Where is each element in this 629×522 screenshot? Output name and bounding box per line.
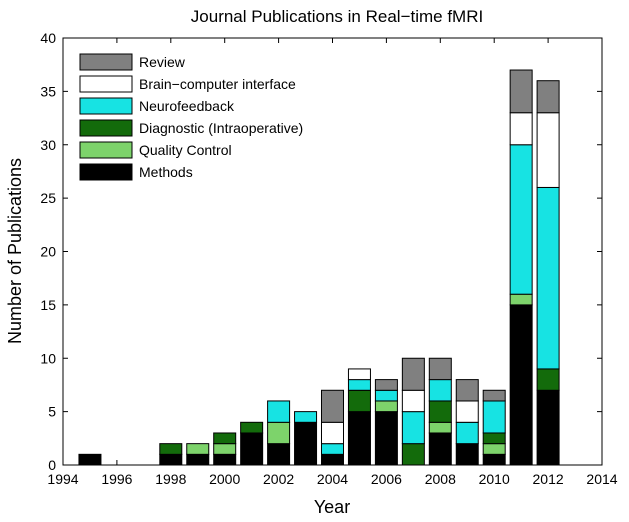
x-axis-label: Year xyxy=(314,497,350,517)
x-tick-label: 2000 xyxy=(209,471,240,487)
bar-segment xyxy=(536,389,560,466)
bar-segment xyxy=(401,357,425,391)
bar-segment xyxy=(428,400,452,423)
legend-swatch xyxy=(79,119,133,137)
bar-segment xyxy=(347,368,371,381)
bar-segment xyxy=(213,432,237,445)
bar-segment xyxy=(347,379,371,391)
bar-segment xyxy=(536,186,560,370)
bar-segment xyxy=(347,389,371,413)
x-tick-label: 1994 xyxy=(47,471,78,487)
bar-segment xyxy=(536,368,560,391)
legend-swatch xyxy=(79,97,133,115)
bar-segment xyxy=(455,421,479,445)
bar-segment xyxy=(536,112,560,188)
ticks-group: 1994 1996 1998 2000 2002 2004 2006 2008 2010 2012… xyxy=(40,30,617,487)
y-tick-label: 40 xyxy=(40,30,56,46)
legend-swatch xyxy=(79,53,133,71)
bar-segment xyxy=(482,389,506,402)
bar-segment xyxy=(401,443,425,466)
bar-segment xyxy=(509,69,533,114)
legend-label: Brain−computer interface xyxy=(139,76,296,92)
y-tick-label: 25 xyxy=(40,190,56,206)
bar-segment xyxy=(240,432,264,466)
bar-segment xyxy=(294,421,318,466)
y-tick-label: 10 xyxy=(40,350,56,366)
bar-segment xyxy=(213,443,237,455)
x-tick-label: 1998 xyxy=(155,471,186,487)
y-tick-label: 30 xyxy=(40,137,56,153)
bar-segment xyxy=(509,144,533,295)
bar-segment xyxy=(321,389,344,423)
y-tick-label: 35 xyxy=(40,83,56,99)
bar-segment xyxy=(240,421,264,434)
bar-segment xyxy=(509,293,533,306)
bar-segment xyxy=(428,379,452,402)
bar-segment xyxy=(455,400,479,423)
bar-segment xyxy=(428,357,452,381)
bar-segment xyxy=(401,389,425,413)
bar-segment xyxy=(294,411,318,423)
bar-segment xyxy=(267,421,291,445)
bar-segment xyxy=(455,379,479,402)
legend-swatch xyxy=(79,75,133,93)
legend-label: Neurofeedback xyxy=(139,98,235,114)
bar-segment xyxy=(374,389,398,402)
bar-segment xyxy=(374,400,398,413)
bar-segment xyxy=(267,400,291,423)
bar-segment xyxy=(482,443,506,455)
bar-segment xyxy=(482,432,506,445)
bar-segment xyxy=(482,400,506,434)
legend-label: Review xyxy=(139,54,186,70)
chart-title: Journal Publications in Real−time fMRI xyxy=(191,7,483,26)
bar-segment xyxy=(186,453,210,466)
x-tick-label: 2014 xyxy=(586,471,617,487)
bar-segment xyxy=(321,421,344,445)
legend-label: Diagnostic (Intraoperative) xyxy=(139,120,303,136)
y-tick-label: 5 xyxy=(48,404,56,420)
legend-label: Quality Control xyxy=(139,142,232,158)
bar-segment xyxy=(186,443,210,455)
bar-segment xyxy=(321,443,344,455)
bars-group xyxy=(78,69,560,466)
x-tick-label: 2006 xyxy=(371,471,402,487)
bar-segment xyxy=(159,443,183,455)
legend-swatch xyxy=(79,141,133,159)
bar-segment xyxy=(78,453,102,466)
bar-segment xyxy=(455,443,479,466)
bar-segment xyxy=(428,421,452,434)
y-tick-label: 15 xyxy=(40,297,56,313)
x-tick-label: 2012 xyxy=(533,471,564,487)
bar-segment xyxy=(374,411,398,466)
bar-segment xyxy=(347,411,371,466)
legend: Review Brain−computer interface Neurofeedb… xyxy=(79,53,303,181)
y-tick-label: 20 xyxy=(40,244,56,260)
x-tick-label: 2004 xyxy=(317,471,348,487)
bar-segment xyxy=(509,304,533,466)
y-axis-label: Number of Publications xyxy=(5,158,25,344)
bar-segment xyxy=(374,379,398,391)
legend-label: Methods xyxy=(139,164,193,180)
x-tick-label: 2002 xyxy=(263,471,294,487)
x-tick-label: 2010 xyxy=(479,471,510,487)
bar-segment xyxy=(401,411,425,445)
bar-segment xyxy=(509,112,533,146)
x-tick-label: 2008 xyxy=(425,471,456,487)
x-tick-label: 1996 xyxy=(101,471,132,487)
legend-swatch xyxy=(79,163,133,181)
bar-segment xyxy=(536,80,560,114)
y-tick-label: 0 xyxy=(48,457,56,473)
